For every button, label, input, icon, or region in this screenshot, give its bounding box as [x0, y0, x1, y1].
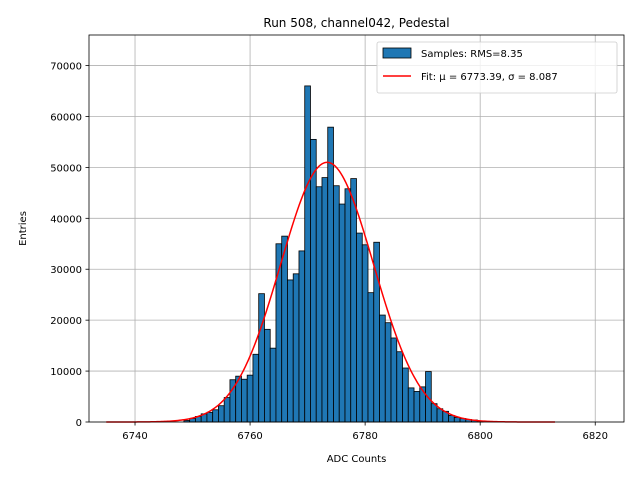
- histogram-bar: [407, 387, 415, 423]
- histogram-bar: [223, 397, 231, 423]
- histogram-bar: [436, 408, 444, 423]
- histogram-bar: [356, 232, 363, 423]
- histogram-bar: [333, 185, 340, 423]
- histogram-bar: [350, 178, 357, 423]
- histogram-bar: [292, 273, 300, 423]
- x-tick-label: 6800: [467, 431, 492, 442]
- y-tick-label: 60000: [50, 112, 82, 123]
- gaussian-fit-curve: [106, 161, 555, 423]
- histogram-bar: [315, 186, 323, 423]
- x-tick-label: 6780: [352, 431, 377, 442]
- histogram-bar: [338, 203, 346, 423]
- histogram-bars: [183, 85, 484, 423]
- plot-frame: [88, 34, 625, 423]
- histogram-bar: [379, 314, 386, 423]
- x-tick-label: 6740: [122, 431, 147, 442]
- histogram-bar: [246, 374, 254, 423]
- histogram-bar: [384, 322, 392, 423]
- legend-label-fit: Fit: μ = 6773.39, σ = 8.087: [421, 72, 558, 83]
- histogram-bar: [218, 405, 225, 423]
- histogram-bar: [361, 244, 369, 423]
- legend-swatch-samples: [382, 47, 412, 59]
- histogram-bar: [310, 138, 317, 423]
- histogram-bar: [298, 250, 306, 423]
- y-tick-label: 20000: [50, 316, 82, 327]
- y-axis-ticks: 0 10000 20000 30000 40000 50000 60000 70000: [50, 62, 89, 429]
- histogram-bar: [390, 337, 398, 423]
- histogram-bar: [258, 293, 265, 423]
- histogram-bar: [402, 367, 409, 423]
- y-axis-label: Entries: [18, 211, 29, 246]
- legend-label-samples: Samples: RMS=8.35: [421, 49, 523, 60]
- chart-title: Run 508, channel042, Pedestal: [263, 16, 449, 30]
- histogram-bar: [212, 409, 219, 423]
- histogram-bar: [281, 235, 288, 423]
- y-tick-label: 40000: [50, 214, 82, 225]
- x-tick-label: 6820: [583, 431, 608, 442]
- histogram-bar: [430, 403, 438, 423]
- histogram-bar: [327, 126, 334, 423]
- histogram-bar: [241, 378, 248, 423]
- x-axis-label: ADC Counts: [327, 454, 387, 465]
- histogram-bar: [264, 328, 271, 423]
- histogram-bar: [287, 279, 294, 423]
- histogram-bar: [304, 85, 311, 423]
- legend: Samples: RMS=8.35 Fit: μ = 6773.39, σ = …: [376, 41, 618, 94]
- x-axis-ticks: 6740 6760 6780 6800 6820: [122, 422, 608, 442]
- histogram-bar: [344, 188, 352, 423]
- histogram-bar: [367, 292, 375, 423]
- legend-box: [376, 41, 618, 94]
- histogram-bar: [396, 351, 403, 423]
- histogram-bar: [269, 347, 277, 423]
- histogram-bar: [413, 391, 421, 423]
- x-tick-label: 6760: [237, 431, 262, 442]
- histogram-bar: [448, 414, 455, 423]
- y-tick-label: 0: [76, 418, 82, 429]
- y-tick-label: 10000: [50, 367, 82, 378]
- y-tick-label: 70000: [50, 62, 82, 73]
- y-tick-label: 30000: [50, 265, 82, 276]
- histogram-bar: [252, 353, 260, 423]
- histogram-bar: [321, 177, 329, 423]
- histogram-bar: [206, 411, 214, 423]
- y-tick-label: 50000: [50, 163, 82, 174]
